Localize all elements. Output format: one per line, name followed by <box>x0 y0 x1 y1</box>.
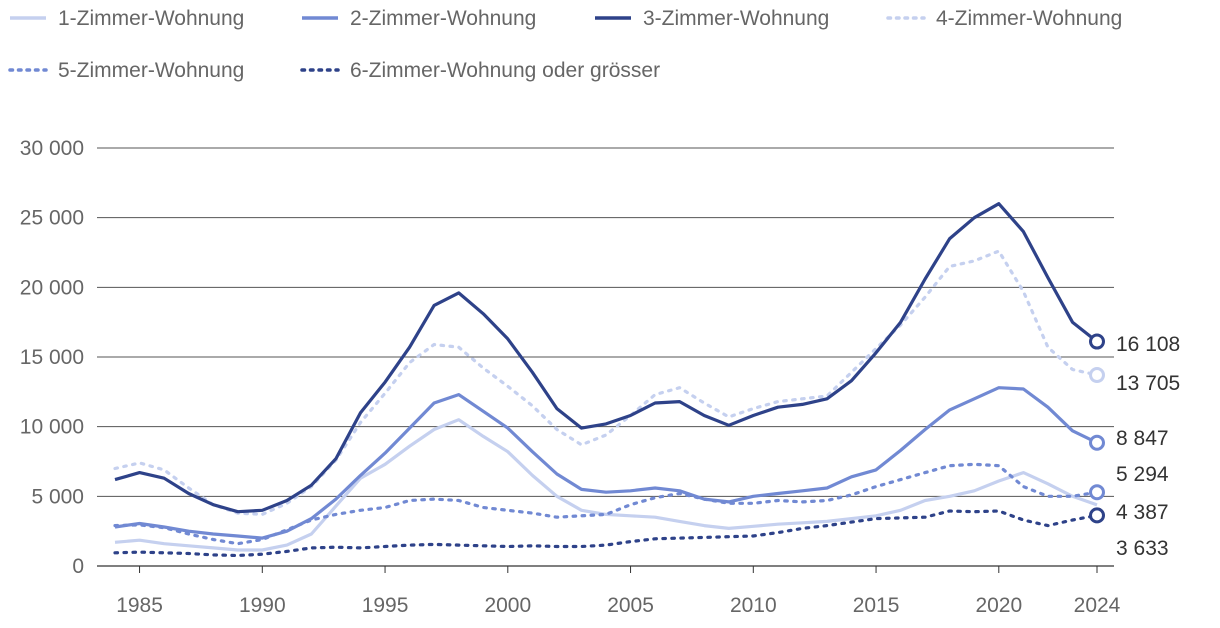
series-lines <box>113 202 1099 558</box>
legend-item: 1-Zimmer-Wohnung <box>10 7 244 30</box>
legend-label: 5-Zimmer-Wohnung <box>58 59 244 82</box>
legend: 1-Zimmer-Wohnung 2-Zimmer-Wohnung 3-Zimmer… <box>8 7 1122 82</box>
x-axis: 1985 1990 1995 2000 2005 2010 2015 2020 2024 <box>116 566 1121 617</box>
end-marker <box>1089 434 1105 451</box>
series-line <box>114 202 1098 514</box>
y-tick-label: 20 000 <box>20 276 84 299</box>
y-tick-label: 30 000 <box>20 137 84 160</box>
end-value-label: 5 294 <box>1116 463 1169 486</box>
x-tick-label: 2000 <box>484 594 531 617</box>
legend-label: 3-Zimmer-Wohnung <box>643 7 829 30</box>
series-line <box>113 249 1099 516</box>
y-tick-label: 5 000 <box>31 485 84 508</box>
end-value-label: 4 387 <box>1116 501 1169 524</box>
y-tick-label: 10 000 <box>20 416 84 439</box>
x-tick-label: 1985 <box>116 594 163 617</box>
end-markers <box>1089 333 1105 524</box>
y-tick-label: 0 <box>72 555 84 578</box>
y-tick-label: 15 000 <box>20 346 84 369</box>
series-line <box>114 386 1098 540</box>
end-marker <box>1089 507 1105 524</box>
legend-label: 6-Zimmer-Wohnung oder grösser <box>350 59 660 82</box>
legend-item: 5-Zimmer-Wohnung <box>8 59 244 82</box>
series-line <box>113 509 1099 558</box>
legend-label: 4-Zimmer-Wohnung <box>936 7 1122 30</box>
end-marker <box>1089 333 1105 350</box>
legend-item: 2-Zimmer-Wohnung <box>302 7 536 30</box>
series-line <box>113 462 1099 546</box>
end-value-label: 13 705 <box>1116 372 1180 395</box>
end-labels: 16 108 13 705 8 847 5 294 4 387 3 633 <box>1116 333 1180 560</box>
x-tick-label: 2010 <box>730 594 777 617</box>
x-tick-label: 1990 <box>239 594 286 617</box>
legend-item: 3-Zimmer-Wohnung <box>595 7 829 30</box>
end-marker <box>1089 367 1105 384</box>
legend-item: 6-Zimmer-Wohnung oder grösser <box>300 59 660 82</box>
legend-item: 4-Zimmer-Wohnung <box>886 7 1122 30</box>
end-value-label: 16 108 <box>1116 333 1180 356</box>
gridlines <box>97 147 1114 567</box>
end-marker <box>1089 484 1105 501</box>
end-value-label: 8 847 <box>1116 427 1169 450</box>
legend-label: 2-Zimmer-Wohnung <box>350 7 536 30</box>
legend-label: 1-Zimmer-Wohnung <box>58 7 244 30</box>
end-value-label: 3 633 <box>1116 537 1169 560</box>
x-tick-label: 2015 <box>853 594 900 617</box>
y-tick-label: 25 000 <box>20 207 84 230</box>
series-line <box>114 418 1098 552</box>
y-axis: 0 5 000 10 000 15 000 20 000 25 000 30 000 <box>20 137 84 578</box>
x-tick-label: 2024 <box>1074 594 1121 617</box>
x-tick-label: 1995 <box>362 594 409 617</box>
x-tick-label: 2020 <box>975 594 1022 617</box>
x-tick-label: 2005 <box>607 594 654 617</box>
